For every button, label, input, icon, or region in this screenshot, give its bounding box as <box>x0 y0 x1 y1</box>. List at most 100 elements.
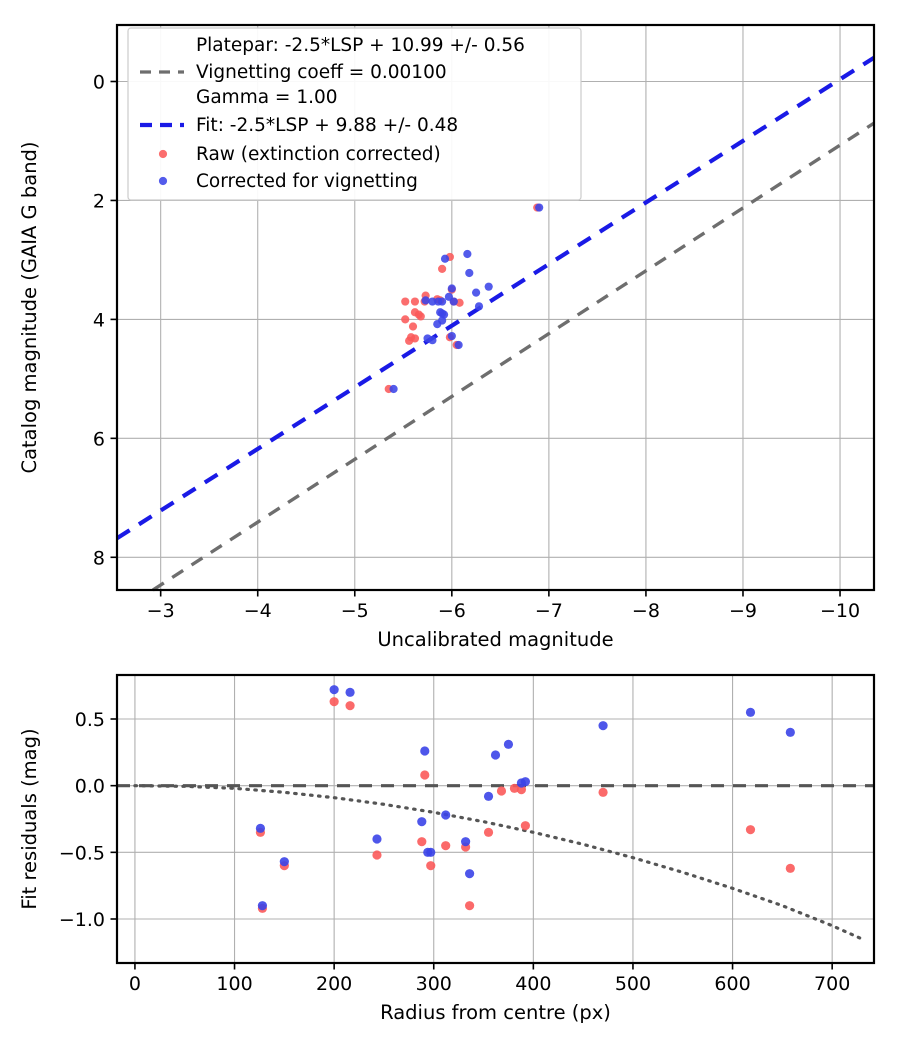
top-panel-group: −3 −4 −5 −6 −7 −8 −9 −10 0 2 4 6 8 Uncalibrated magni… <box>18 23 876 651</box>
residual-raw-point <box>426 861 436 871</box>
corrected-point <box>421 296 430 305</box>
legend-entry-platepar-line: Vignetting coeff = 0.00100 <box>140 62 447 83</box>
residual-corrected-point <box>417 817 427 827</box>
legend-entry-platepar-header: Platepar: -2.5*LSP + 10.99 +/- 0.56 <box>196 35 525 56</box>
bottom-xtick-label-4: 400 <box>515 973 551 995</box>
residual-corrected-point <box>745 707 756 717</box>
bottom-ytick-label-1: 0.0 <box>75 776 105 798</box>
bottom-xtick-label-7: 700 <box>814 973 850 995</box>
legend-entry-fit-line: Fit: -2.5*LSP + 9.88 +/- 0.48 <box>140 115 458 136</box>
corrected-point <box>447 284 456 293</box>
residual-corrected-point <box>257 901 268 911</box>
corrected-point <box>535 203 544 212</box>
bottom-ytick-label-3: −1.0 <box>59 909 105 931</box>
raw-point <box>405 336 414 345</box>
residual-raw-point <box>345 701 355 711</box>
top-ytick-label-3: 6 <box>93 428 105 450</box>
legend-marker-dot-corrected-points <box>158 176 168 186</box>
residual-raw-point <box>516 785 526 795</box>
top-plot-frame <box>115 23 876 592</box>
residual-raw-point <box>417 837 427 847</box>
corrected-point <box>440 254 450 263</box>
residual-raw-point <box>329 697 339 707</box>
top-yaxis-title: Catalog magnitude (GAIA G band) <box>18 141 41 473</box>
bottom-panel-group: 0 100 200 300 400 500 600 700 0.5 0.0 −0.5 −1.0 Radi… <box>18 673 876 1024</box>
bottom-plot-background <box>117 675 874 963</box>
platepar-line-gray <box>151 121 875 592</box>
raw-point <box>416 312 425 321</box>
bottom-xaxis-title: Radius from centre (px) <box>380 1001 611 1024</box>
residual-raw-point <box>372 850 382 860</box>
top-xtick-label-7: −10 <box>820 600 860 622</box>
top-scatter-points <box>384 203 544 394</box>
legend-label-platepar-header: Platepar: -2.5*LSP + 10.99 +/- 0.56 <box>196 35 525 56</box>
residual-raw-point <box>483 827 494 837</box>
top-fit-lines <box>115 55 876 592</box>
residual-corrected-point <box>785 727 795 737</box>
bottom-xtick-label-6: 600 <box>714 973 750 995</box>
residual-corrected-point <box>279 857 289 867</box>
raw-point <box>408 322 418 331</box>
legend-label-platepar-line: Vignetting coeff = 0.00100 <box>196 62 447 83</box>
bottom-xtick-label-2: 200 <box>316 973 352 995</box>
residual-corrected-point <box>345 687 355 697</box>
residual-raw-point <box>785 863 795 873</box>
corrected-point <box>484 282 493 291</box>
residual-corrected-point <box>520 777 530 787</box>
residual-corrected-point <box>598 721 608 731</box>
bottom-axis-ticks: 0 100 200 300 400 500 600 700 0.5 0.0 −0.5 −1.0 <box>59 709 850 995</box>
raw-point <box>438 264 447 273</box>
residual-corrected-point <box>372 834 382 844</box>
corrected-point <box>428 336 437 345</box>
residual-raw-point <box>496 786 507 796</box>
fit-line-blue <box>115 55 876 541</box>
residual-corrected-point <box>255 823 266 833</box>
raw-point <box>410 297 420 306</box>
legend-label-platepar-footer: Gamma = 1.00 <box>196 87 338 108</box>
top-xtick-label-3: −6 <box>438 600 466 622</box>
bottom-yaxis-title: Fit residuals (mag) <box>18 728 41 909</box>
residual-raw-point <box>441 841 451 851</box>
raw-point <box>401 315 410 324</box>
corrected-point <box>465 268 474 278</box>
top-plot-legend: Platepar: -2.5*LSP + 10.99 +/- 0.56 Vigne… <box>127 27 582 201</box>
legend-label-fit-line: Fit: -2.5*LSP + 9.88 +/- 0.48 <box>196 115 458 136</box>
corrected-point <box>474 302 484 311</box>
bottom-scatter-points <box>255 685 795 913</box>
residual-raw-point <box>520 821 530 831</box>
bottom-xtick-label-5: 500 <box>615 973 651 995</box>
legend-label-corrected-points: Corrected for vignetting <box>196 171 418 192</box>
top-xaxis-title: Uncalibrated magnitude <box>377 628 613 651</box>
bottom-xtick-label-1: 100 <box>216 973 252 995</box>
top-xtick-label-0: −3 <box>147 600 175 622</box>
top-ytick-label-1: 2 <box>93 190 105 212</box>
residual-raw-point <box>509 783 520 793</box>
legend-label-raw-points: Raw (extinction corrected) <box>196 144 441 165</box>
residual-corrected-point <box>465 869 475 879</box>
residual-raw-point <box>598 787 608 797</box>
legend-background <box>127 27 582 201</box>
top-ytick-label-4: 8 <box>93 547 105 569</box>
residual-raw-point <box>465 901 475 911</box>
residual-corrected-point <box>441 810 451 820</box>
bottom-xtick-label-3: 300 <box>416 973 452 995</box>
residual-corrected-point <box>420 746 430 756</box>
residual-corrected-point <box>426 847 436 857</box>
corrected-point <box>471 288 481 297</box>
corrected-point <box>449 297 458 306</box>
residual-corrected-point <box>461 837 471 847</box>
corrected-point <box>454 340 463 350</box>
legend-entry-platepar-footer: Gamma = 1.00 <box>196 87 338 108</box>
residual-corrected-point <box>503 739 514 749</box>
top-xtick-label-1: −4 <box>244 600 272 622</box>
corrected-point <box>463 249 472 259</box>
top-xtick-label-5: −8 <box>632 600 660 622</box>
legend-entry-corrected-points: Corrected for vignetting <box>158 171 418 192</box>
corrected-point <box>428 297 437 306</box>
corrected-point <box>438 297 447 306</box>
vignetting-curve <box>133 784 864 941</box>
residual-corrected-point <box>329 685 339 695</box>
bottom-ytick-label-2: −0.5 <box>59 842 105 864</box>
